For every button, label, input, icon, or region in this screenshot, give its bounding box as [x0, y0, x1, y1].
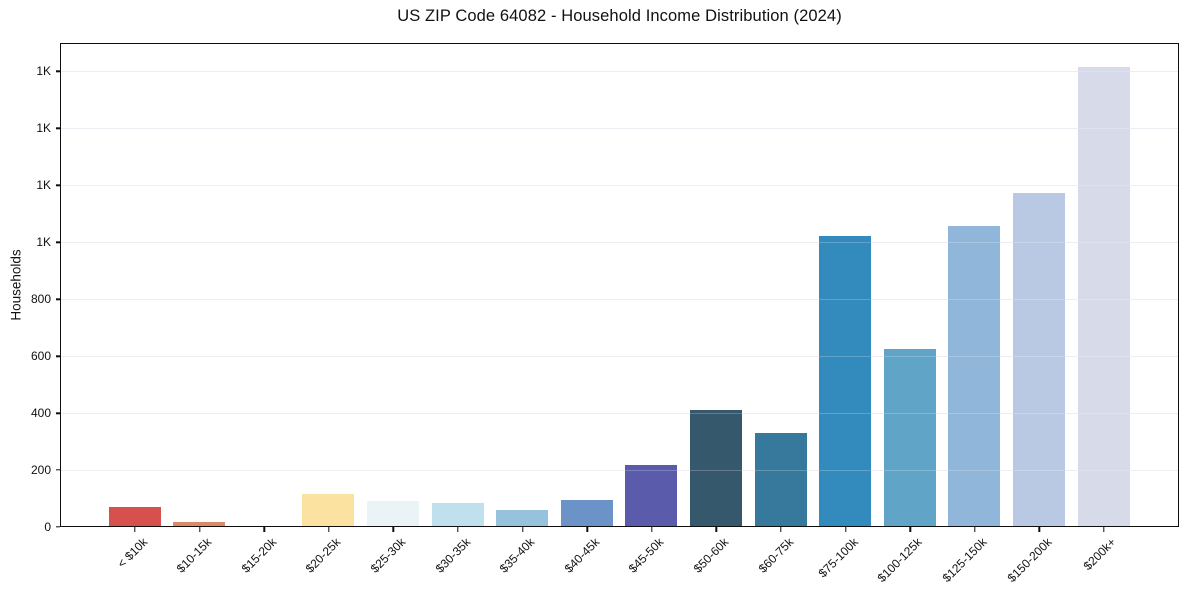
- y-tick-label: 600: [30, 349, 51, 364]
- x-tick-label: $75-100k: [815, 535, 861, 581]
- x-tick-mark: [263, 527, 265, 532]
- y-tick-label: 1K: [36, 64, 51, 79]
- bar-$20-25k: [302, 493, 355, 526]
- y-tick-label: 800: [30, 292, 51, 307]
- x-tick-mark: [198, 527, 201, 532]
- gridline: [61, 70, 1178, 72]
- gridline: [61, 355, 1178, 357]
- y-tick-mark: [55, 241, 60, 243]
- gridline: [61, 412, 1178, 414]
- x-tick-mark: [651, 527, 653, 532]
- x-tick-mark: [715, 527, 718, 532]
- x-tick-mark: [457, 527, 459, 532]
- bar-$100-125k: [883, 348, 936, 526]
- y-tick-label: 200: [30, 463, 51, 478]
- bar-$60-75k: [754, 433, 807, 526]
- bar-< $10k: [108, 506, 161, 526]
- x-tick-mark: [521, 527, 524, 532]
- gridline: [61, 355, 1178, 357]
- bar-$35-40k: [496, 509, 549, 526]
- x-tick-mark: [909, 527, 911, 532]
- gridline: [61, 184, 1178, 186]
- x-tick-label: $15-20k: [238, 535, 280, 576]
- bar-$40-45k: [560, 500, 613, 526]
- gridline: [61, 298, 1178, 300]
- x-tick-label: $150-200k: [1004, 535, 1055, 586]
- gridline: [61, 184, 1178, 186]
- x-tick-mark: [974, 527, 976, 532]
- y-tick-mark: [55, 70, 60, 73]
- y-tick-mark: [55, 184, 60, 187]
- y-tick-label: 0: [44, 520, 51, 534]
- gridline: [61, 127, 1178, 129]
- y-tick-mark: [55, 298, 60, 300]
- x-tick-label: $35-40k: [496, 535, 538, 576]
- gridline: [61, 412, 1178, 414]
- x-tick-label: $60-75k: [755, 535, 796, 576]
- x-tick-mark: [392, 527, 395, 532]
- bar-$200k+: [1077, 67, 1130, 526]
- gridline: [61, 241, 1178, 243]
- x-tick-mark: [844, 527, 847, 532]
- x-tick-label: $125-150k: [939, 535, 990, 586]
- x-tick-mark: [134, 527, 136, 532]
- y-tick-mark: [55, 127, 60, 130]
- y-tick-mark: [55, 469, 60, 471]
- x-tick-label: $200k+: [1080, 535, 1119, 573]
- y-axis-label: Households: [8, 249, 24, 321]
- bar-$10-15k: [173, 522, 226, 526]
- y-tick-label: 1K: [36, 235, 51, 250]
- x-tick-mark: [328, 527, 330, 532]
- x-tick-label: $40-45k: [561, 535, 603, 576]
- y-tick-label: 1K: [36, 121, 51, 136]
- x-tick-label: $45-50k: [626, 535, 667, 576]
- y-tick-label: 1K: [36, 178, 51, 193]
- bar-$45-50k: [625, 465, 678, 526]
- bar-$50-60k: [689, 410, 742, 526]
- x-tick-label: $25-30k: [367, 535, 409, 576]
- x-tick-label: < $10k: [114, 535, 150, 571]
- bar-$75-100k: [819, 236, 872, 526]
- x-tick-mark: [1103, 527, 1105, 532]
- gridline: [61, 70, 1178, 72]
- bar-$125-150k: [948, 225, 1001, 526]
- x-tick-label: $30-35k: [432, 535, 473, 576]
- x-tick-label: $100-125k: [875, 535, 926, 586]
- x-tick-label: $50-60k: [690, 535, 732, 576]
- plot-area: [60, 43, 1179, 527]
- y-tick-label: 400: [30, 406, 51, 421]
- gridline: [61, 469, 1178, 471]
- gridline: [61, 241, 1178, 243]
- x-tick-mark: [780, 527, 782, 532]
- gridline: [61, 127, 1178, 129]
- x-tick-mark: [586, 527, 588, 532]
- x-tick-label: $20-25k: [303, 535, 344, 576]
- y-tick-mark: [55, 412, 60, 414]
- bar-$25-30k: [366, 500, 419, 526]
- chart-title: US ZIP Code 64082 - Household Income Dis…: [397, 7, 842, 25]
- bar-$150-200k: [1012, 192, 1065, 526]
- bar-$30-35k: [431, 503, 484, 526]
- gridline: [61, 469, 1178, 471]
- x-tick-mark: [1038, 527, 1041, 532]
- gridline: [61, 298, 1178, 300]
- x-tick-label: $10-15k: [173, 535, 215, 576]
- y-tick-mark: [55, 526, 60, 528]
- y-tick-mark: [55, 355, 60, 357]
